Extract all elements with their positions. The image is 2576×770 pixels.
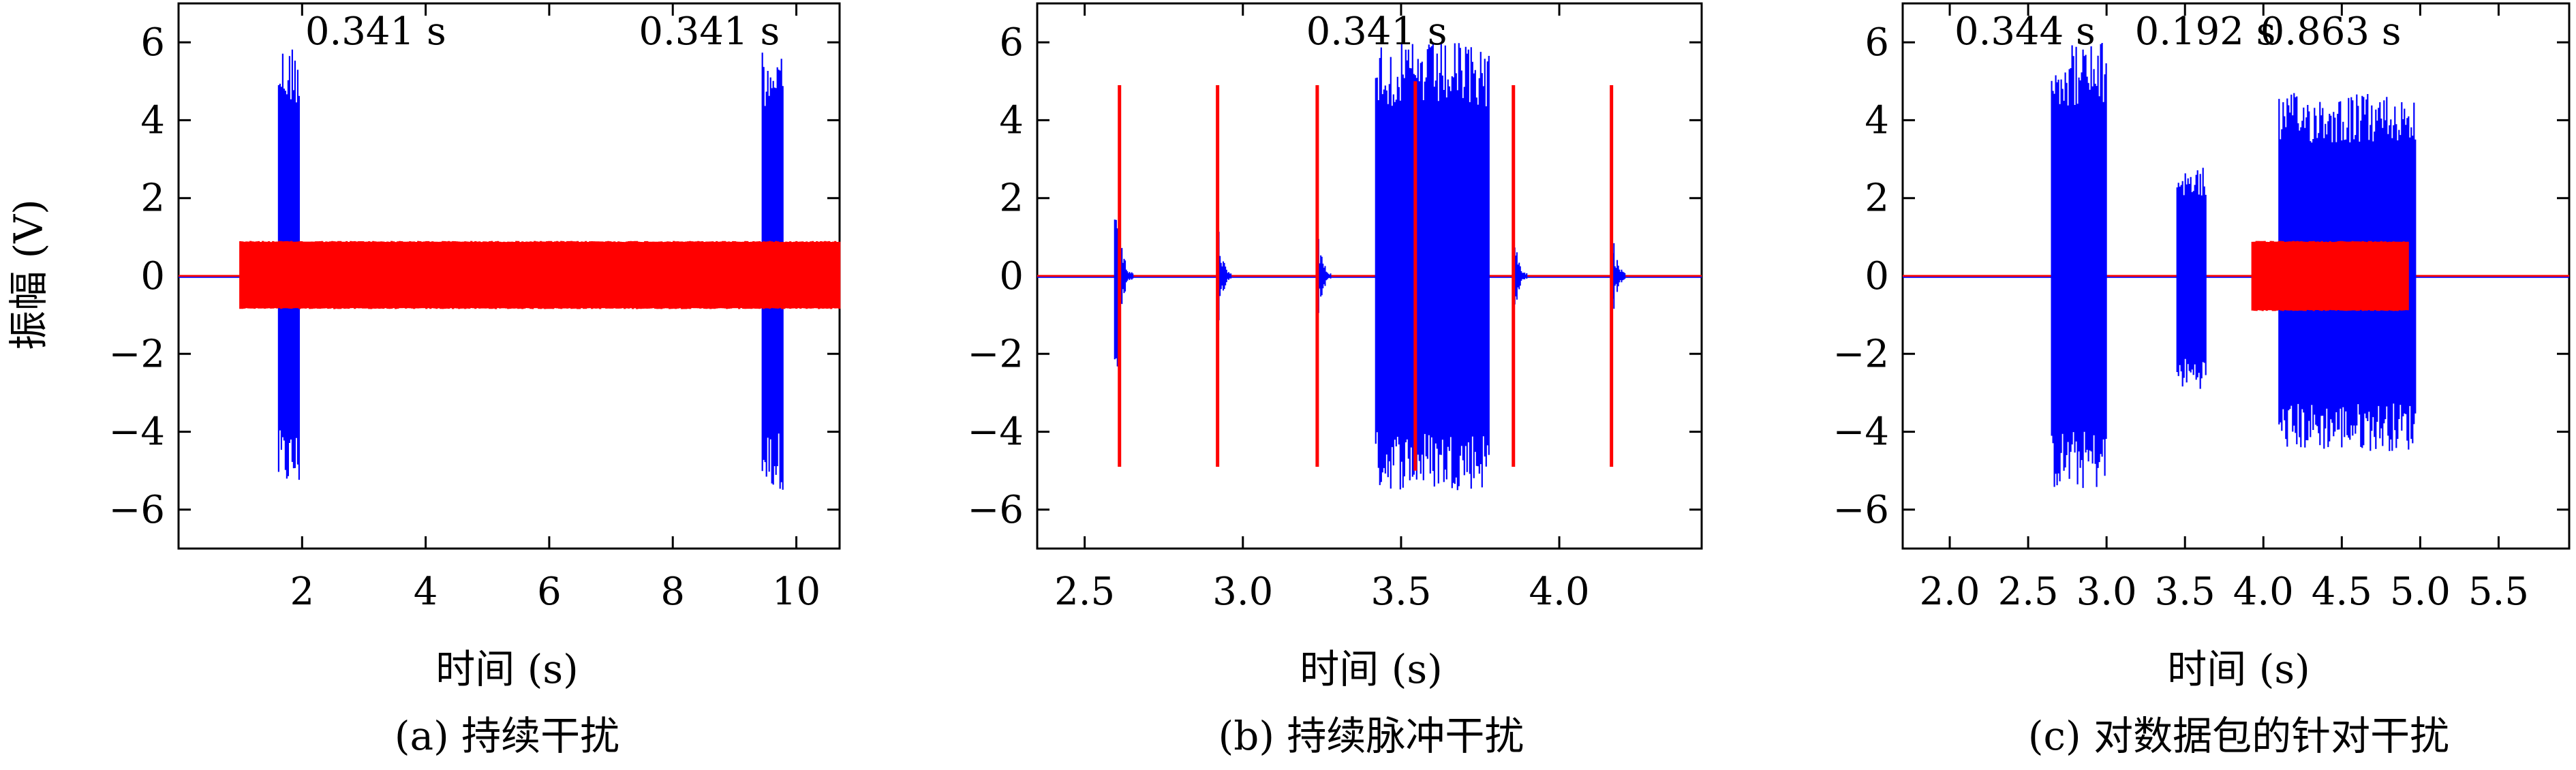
chart-b-ytick-label: −2 bbox=[967, 332, 1024, 376]
chart-b-ytick-label: −4 bbox=[967, 410, 1024, 455]
chart-a-caption: (a) 持续干扰 bbox=[395, 713, 619, 759]
chart-c-ytick-label: −6 bbox=[1833, 488, 1889, 532]
chart-c-ytick-label: 6 bbox=[1865, 20, 1889, 65]
chart-a-series-1-burst-0 bbox=[239, 241, 841, 309]
chart-c-annotation-1: 0.192 s bbox=[2135, 10, 2276, 54]
chart-c-xtick-label: 2.0 bbox=[1920, 570, 1980, 614]
chart-a-xtick-label: 10 bbox=[772, 570, 821, 614]
chart-c-xtick-label: 4.0 bbox=[2233, 570, 2294, 614]
chart-b-spike-tail-4 bbox=[1514, 247, 1528, 305]
chart-c-xtick-label: 5.0 bbox=[2390, 570, 2451, 614]
chart-c-ytick-label: −4 bbox=[1833, 410, 1889, 455]
chart-c: −6 −4 −2 0 2 4 6 2.0 2.5 3.0 3.5 4.0 4.5 5.0 5.5 0.344 … bbox=[1833, 2, 2571, 759]
chart-b-spike-tail-0 bbox=[1120, 247, 1134, 305]
chart-c-ytick-label: 4 bbox=[1865, 98, 1889, 142]
chart-a-xtick-label: 6 bbox=[537, 570, 562, 614]
chart-a-annotation-0: 0.341 s bbox=[305, 10, 446, 54]
chart-b-spike-tail-1 bbox=[1218, 232, 1232, 320]
chart-a-ytick-label: 2 bbox=[140, 176, 165, 221]
chart-a-ytick-label: 6 bbox=[140, 20, 165, 65]
chart-a-ytick-label: −2 bbox=[108, 332, 165, 376]
chart-b-plot-area: −6 −4 −2 0 2 4 6 2.5 3.0 3.5 4.0 0.341 s bbox=[967, 2, 1703, 614]
chart-b-series-0-burst-0 bbox=[1114, 219, 1121, 367]
chart-c-annotation-2: 0.863 s bbox=[2260, 10, 2402, 54]
chart-a: −6 −4 −2 0 2 4 6 2 4 6 8 10 0.341 s 0.341 s 时间 (s) (a… bbox=[108, 2, 841, 759]
chart-a-xtick-label: 8 bbox=[660, 570, 685, 614]
chart-a-xlabel: 时间 (s) bbox=[435, 646, 578, 692]
chart-b-series-0-burst-1 bbox=[1375, 42, 1490, 491]
chart-c-ytick-label: 2 bbox=[1865, 176, 1889, 221]
chart-c-plot-area: −6 −4 −2 0 2 4 6 2.0 2.5 3.0 3.5 4.0 4.5 5.0 5.5 0.344 … bbox=[1833, 2, 2571, 614]
chart-b-ytick-label: −6 bbox=[967, 488, 1024, 532]
chart-b-ytick-label: 6 bbox=[999, 20, 1024, 65]
chart-b-xtick-label: 4.0 bbox=[1529, 570, 1590, 614]
chart-c-caption: (c) 对数据包的针对干扰 bbox=[2028, 713, 2449, 759]
chart-a-ytick-label: 0 bbox=[140, 254, 165, 298]
chart-a-xtick-label: 2 bbox=[290, 570, 314, 614]
chart-b-spike-tail-2 bbox=[1317, 238, 1332, 313]
chart-a-plot-area: −6 −4 −2 0 2 4 6 2 4 6 8 10 0.341 s 0.341 s bbox=[108, 2, 841, 614]
chart-c-xlabel: 时间 (s) bbox=[2167, 646, 2310, 692]
chart-b-ytick-label: 0 bbox=[999, 254, 1024, 298]
chart-c-xtick-label: 3.0 bbox=[2076, 570, 2137, 614]
chart-b-caption: (b) 持续脉冲干扰 bbox=[1218, 713, 1524, 759]
chart-b-spike-tail-5 bbox=[1612, 243, 1626, 309]
chart-b-xtick-label: 3.5 bbox=[1370, 570, 1431, 614]
chart-b-ytick-label: 4 bbox=[999, 98, 1024, 142]
chart-b-xlabel: 时间 (s) bbox=[1300, 646, 1442, 692]
chart-b-annotation-0: 0.341 s bbox=[1306, 10, 1447, 54]
chart-c-ytick-label: 0 bbox=[1865, 254, 1889, 298]
chart-b-xtick-label: 2.5 bbox=[1054, 570, 1115, 614]
chart-c-xtick-label: 5.5 bbox=[2468, 570, 2529, 614]
chart-a-ytick-label: 4 bbox=[140, 98, 165, 142]
chart-a-annotation-1: 0.341 s bbox=[639, 10, 780, 54]
chart-c-xtick-label: 2.5 bbox=[1998, 570, 2059, 614]
chart-a-ytick-label: −4 bbox=[108, 410, 165, 455]
chart-b-ytick-label: 2 bbox=[999, 176, 1024, 221]
chart-c-series-0-burst-1 bbox=[2176, 168, 2207, 389]
chart-c-series-0-burst-0 bbox=[2051, 43, 2107, 489]
chart-c-series-1-burst-0 bbox=[2251, 241, 2409, 311]
y-axis-title: 振幅 (V) bbox=[5, 199, 52, 350]
chart-b-xtick-label: 3.0 bbox=[1212, 570, 1273, 614]
chart-c-annotation-0: 0.344 s bbox=[1954, 10, 2096, 54]
chart-a-ytick-label: −6 bbox=[108, 488, 165, 532]
chart-c-xtick-label: 4.5 bbox=[2312, 570, 2372, 614]
chart-c-ytick-label: −2 bbox=[1833, 332, 1889, 376]
chart-c-xtick-label: 3.5 bbox=[2155, 570, 2215, 614]
chart-b: −6 −4 −2 0 2 4 6 2.5 3.0 3.5 4.0 0.341 s 时间 (s) (b)… bbox=[967, 2, 1703, 759]
chart-a-xtick-label: 4 bbox=[414, 570, 438, 614]
